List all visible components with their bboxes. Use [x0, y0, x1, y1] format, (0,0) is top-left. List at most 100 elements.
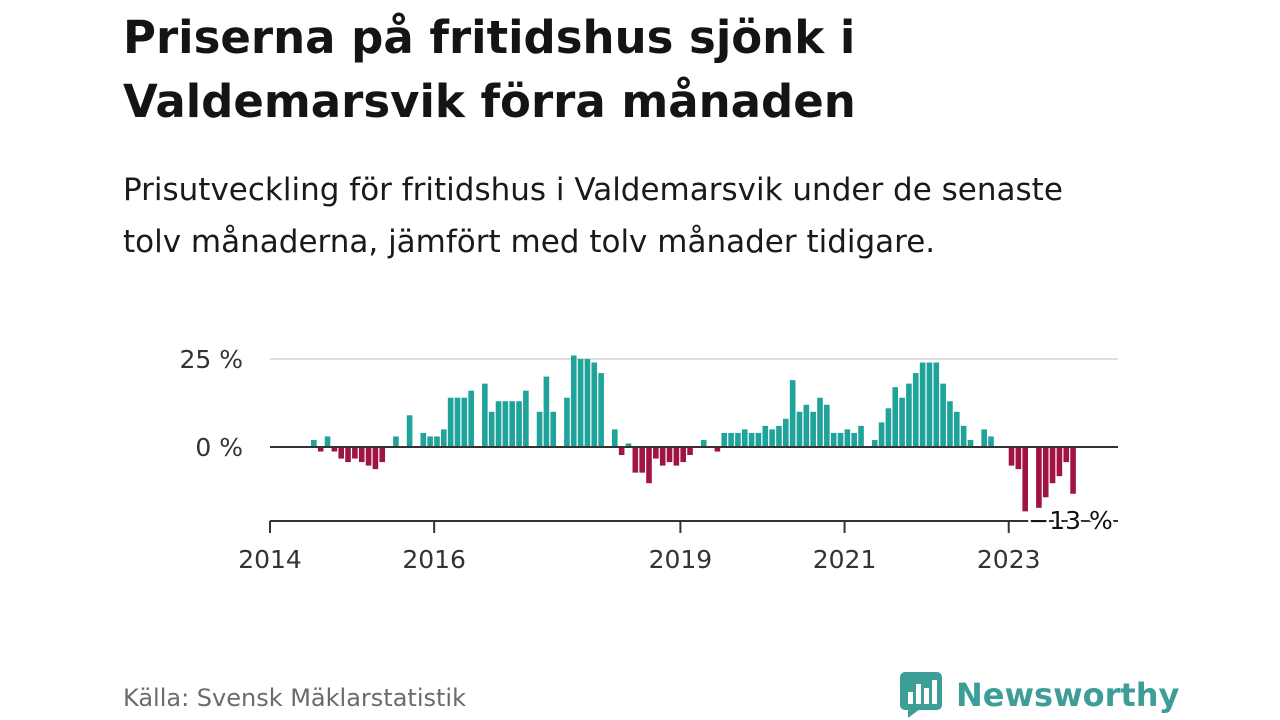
newsworthy-logo-icon: [900, 672, 942, 718]
bar: [947, 401, 953, 447]
bar: [324, 436, 331, 447]
x-tick-label: 2019: [649, 545, 713, 574]
bar: [311, 439, 317, 447]
bar: [810, 411, 816, 447]
bar: [1049, 448, 1056, 484]
x-tick-label: 2021: [813, 545, 877, 574]
bar: [858, 425, 864, 447]
bar: [461, 397, 468, 447]
bar: [851, 432, 858, 447]
bar: [1008, 448, 1015, 466]
x-tick-label: 2014: [238, 545, 302, 574]
bar: [728, 432, 734, 447]
bar: [625, 443, 632, 447]
bar: [352, 448, 358, 459]
bar: [1056, 448, 1063, 477]
bar: [584, 359, 591, 447]
bar: [796, 411, 803, 447]
bar: [454, 397, 461, 447]
bar: [755, 432, 762, 447]
bar: [844, 429, 851, 447]
bar: [1042, 448, 1049, 498]
bar: [899, 397, 905, 447]
bar: [653, 448, 659, 459]
bar: [570, 355, 577, 447]
bar: [488, 411, 495, 447]
bar: [680, 448, 687, 463]
bar: [666, 448, 673, 463]
bar: [912, 373, 919, 447]
bar: [420, 432, 427, 447]
bar: [365, 448, 372, 466]
bar: [878, 422, 885, 447]
bar: [981, 429, 987, 447]
bar: [824, 404, 830, 447]
bar: [1022, 448, 1029, 512]
bar: [954, 411, 960, 447]
bar: [441, 429, 447, 447]
last-value-label: −13 %: [1028, 506, 1112, 535]
bar: [776, 425, 782, 447]
bar: [967, 439, 974, 447]
bar: [632, 448, 639, 473]
bar: [769, 429, 775, 447]
bar: [919, 362, 926, 447]
y-tick-label: 25 %: [179, 345, 243, 374]
bar: [933, 362, 940, 447]
bar: [523, 390, 529, 447]
bar: [509, 401, 516, 447]
bar: [1036, 448, 1042, 508]
bar: [960, 425, 967, 447]
bar: [564, 397, 570, 447]
bar: [427, 436, 433, 447]
bar: [1015, 448, 1022, 470]
newsworthy-logo[interactable]: Newsworthy: [900, 671, 1179, 719]
bar: [379, 448, 386, 463]
axis-layer: [269, 520, 1118, 533]
bar: [598, 373, 604, 447]
bar: [735, 432, 741, 447]
chart-subtitle: Prisutveckling för fritidshus i Valdemar…: [123, 172, 1063, 260]
bar: [372, 448, 379, 470]
bar: [789, 380, 796, 447]
bar: [468, 390, 474, 447]
bar: [434, 436, 440, 447]
grid-layer: [270, 358, 1118, 448]
bar: [639, 448, 645, 473]
brand-name: Newsworthy: [956, 676, 1180, 714]
bar: [406, 415, 413, 447]
bar: [495, 401, 502, 447]
bars-layer: [270, 355, 1118, 512]
bar: [871, 439, 878, 447]
bar: [803, 404, 810, 447]
bar: [748, 432, 755, 447]
bar: [358, 448, 365, 463]
y-tick-label: 0 %: [195, 433, 243, 462]
bar: [317, 448, 324, 452]
bar: [700, 439, 707, 447]
bar: [345, 448, 351, 463]
bar: [447, 397, 454, 447]
bar: [516, 401, 522, 447]
bar: [673, 448, 680, 466]
bar: [885, 408, 892, 447]
bar: [988, 436, 994, 447]
bar: [550, 411, 557, 447]
bar: [687, 448, 693, 456]
bar: [536, 411, 543, 447]
label-layer: 25 % 0 % 2014 2016 2019 2021 2023 −13 %: [179, 345, 1115, 574]
bar: [906, 383, 912, 447]
bar: [817, 397, 823, 447]
bar: [482, 383, 488, 447]
bar: [714, 448, 721, 452]
bar: [1063, 448, 1070, 463]
bar: [892, 387, 899, 447]
bar: [741, 429, 748, 447]
bar: [612, 429, 618, 447]
source-note: Källa: Svensk Mäklarstatistik: [123, 684, 466, 712]
bar: [659, 448, 666, 466]
bar: [940, 383, 946, 447]
bar: [591, 362, 598, 447]
bar: [577, 359, 584, 447]
